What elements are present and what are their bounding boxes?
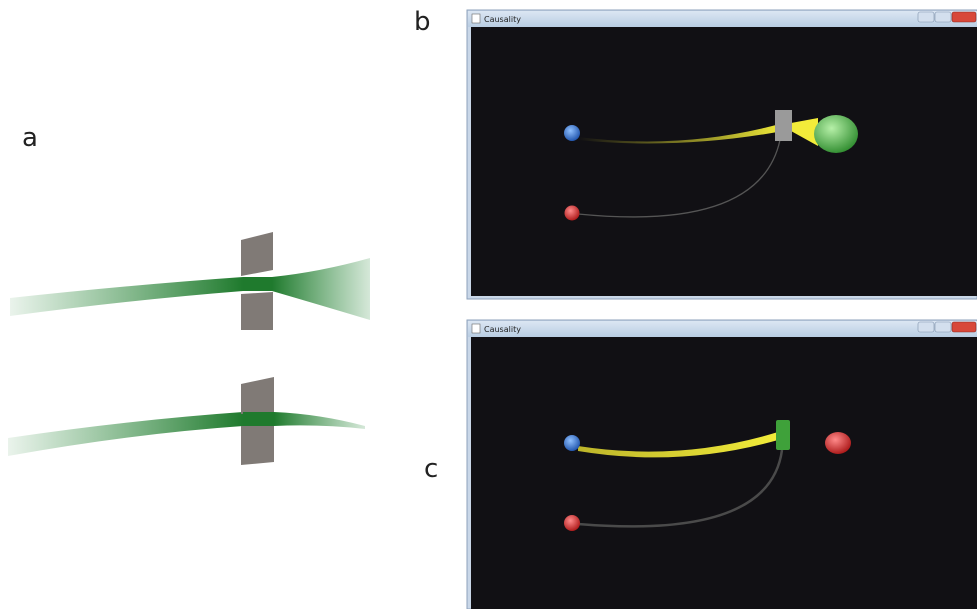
plate: [775, 110, 792, 141]
red-ball: [565, 206, 580, 221]
beam-core: [243, 412, 274, 426]
app-icon: [472, 14, 480, 23]
maximize-button[interactable]: [935, 12, 951, 22]
page: a b Causality c Causalit: [0, 0, 977, 609]
beam-in: [10, 277, 243, 316]
blue-ball: [564, 125, 580, 141]
minimize-button[interactable]: [918, 322, 934, 332]
panel-label: b: [414, 7, 431, 37]
close-button[interactable]: [952, 322, 976, 332]
window-title: Causality: [484, 15, 521, 24]
blue-ball: [564, 435, 580, 451]
close-button[interactable]: [952, 12, 976, 22]
viewport: [471, 337, 977, 609]
red-ball: [825, 432, 851, 454]
beam-core: [243, 277, 272, 291]
window-title: Causality: [484, 325, 521, 334]
plate: [241, 292, 273, 330]
diagram-top: [10, 232, 370, 330]
window: Causality: [467, 10, 977, 299]
panel-label: c: [424, 454, 438, 484]
beam-out: [274, 412, 365, 429]
title-bar: [468, 321, 977, 337]
viewport: [471, 27, 977, 296]
diagram-bottom: [8, 377, 365, 465]
plate: [241, 232, 273, 276]
green-ball: [814, 115, 858, 153]
beam-out: [272, 258, 370, 320]
figure: a b Causality c Causalit: [0, 0, 977, 609]
red-ball: [564, 515, 580, 531]
plate: [776, 420, 790, 450]
minimize-button[interactable]: [918, 12, 934, 22]
window: Causality: [467, 320, 977, 609]
plate: [241, 377, 274, 414]
plate: [241, 426, 274, 465]
app-icon: [472, 324, 480, 333]
beam-in: [8, 412, 243, 456]
maximize-button[interactable]: [935, 322, 951, 332]
title-bar: [468, 11, 977, 27]
panel-label: a: [22, 123, 38, 153]
